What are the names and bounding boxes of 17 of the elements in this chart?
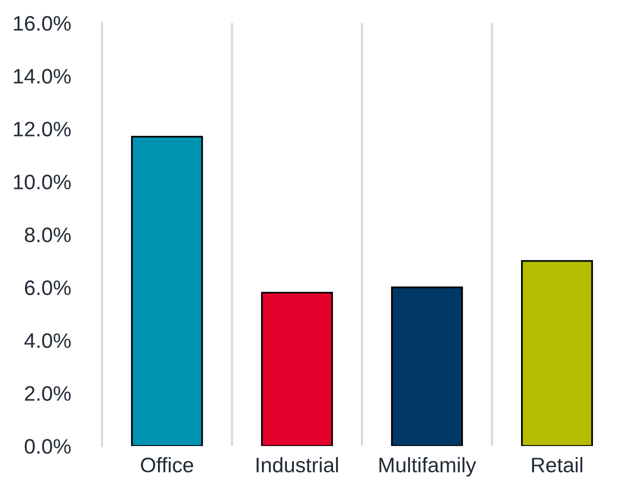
bar [391, 286, 463, 446]
x-tick-label: Office [140, 457, 194, 472]
y-tick-label: 12.0% [14, 122, 71, 137]
y-tick-label: 0.0% [24, 439, 71, 454]
bar [261, 292, 333, 446]
y-tick-label: 8.0% [24, 228, 71, 242]
y-tick-label: 2.0% [25, 386, 71, 401]
y-tick-label: 10.0% [14, 174, 71, 190]
x-tick-label: Retail [532, 457, 582, 472]
y-tick-label: 16.0% [14, 16, 71, 31]
bar [521, 260, 593, 446]
y-tick-label: 6.0% [25, 280, 71, 296]
y-tick-label: 14.0% [14, 68, 71, 84]
x-tick-label: Multifamily [380, 457, 476, 477]
bar [131, 136, 203, 446]
x-tick-label: Industrial [256, 457, 338, 472]
y-tick-label: 4.0% [24, 333, 71, 348]
